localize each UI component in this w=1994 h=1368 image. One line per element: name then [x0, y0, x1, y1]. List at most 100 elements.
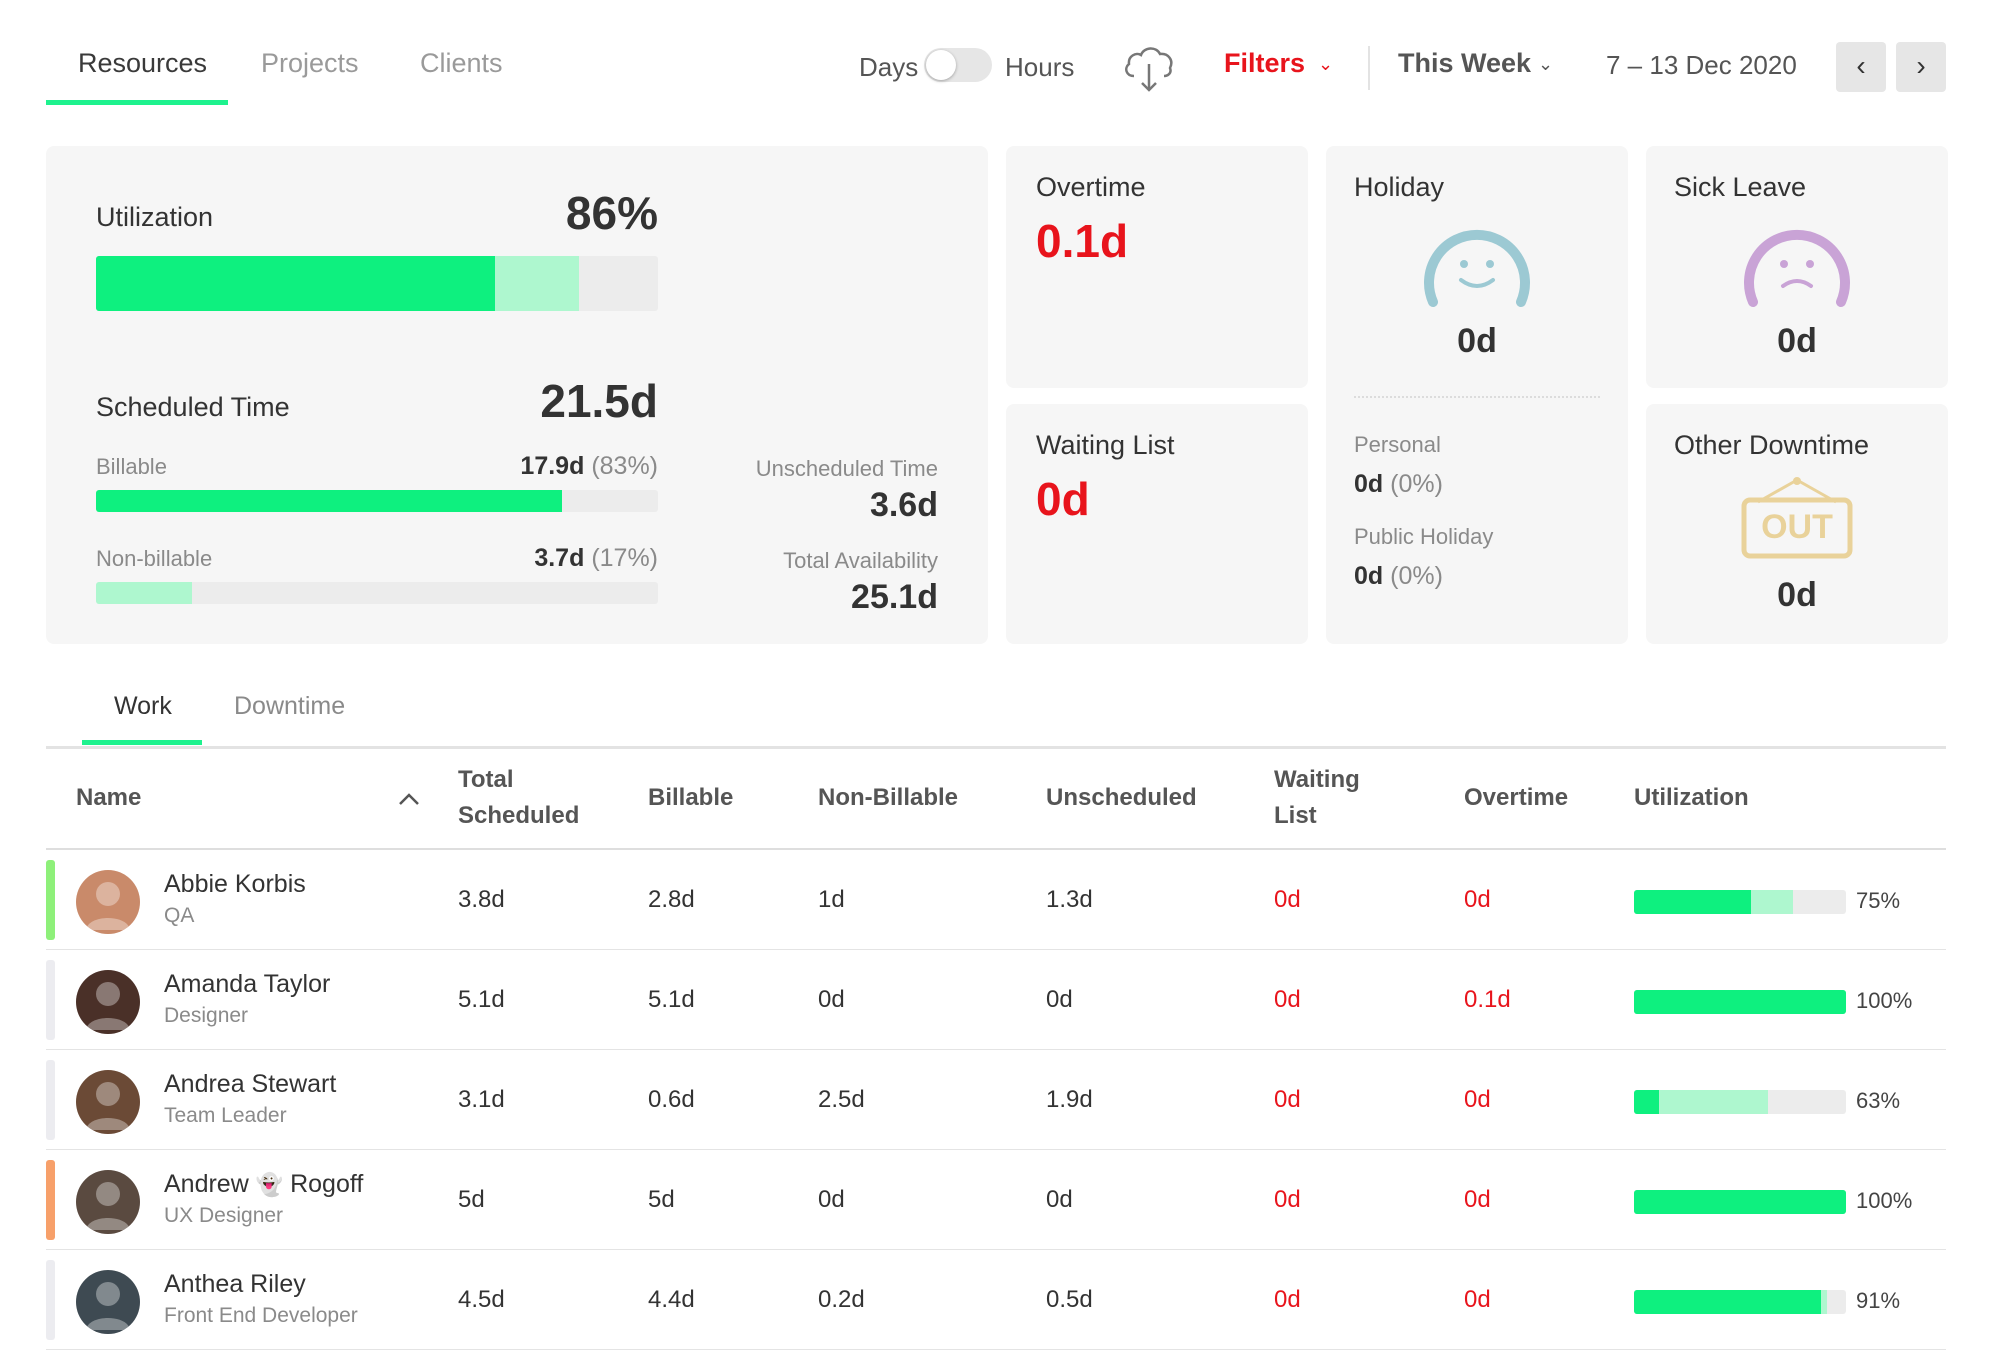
row-status-indicator: [46, 1260, 55, 1340]
col-total-scheduled[interactable]: Total Scheduled: [458, 766, 580, 829]
cell-billable: 5d: [648, 1186, 675, 1213]
person-role: QA: [164, 904, 195, 927]
header-divider: [46, 848, 1946, 850]
row-utilization-billable-fill: [1634, 1190, 1846, 1214]
col-overtime[interactable]: Overtime: [1464, 784, 1569, 811]
public-holiday-value: 0d (0%): [1354, 562, 1443, 590]
row-utilization-value: 91%: [1856, 1288, 1901, 1313]
cell-waiting-list: 0d: [1274, 886, 1301, 913]
avatar[interactable]: [76, 1170, 140, 1234]
col-non-billable[interactable]: Non-Billable: [818, 784, 959, 811]
cell-billable: 5.1d: [648, 986, 695, 1013]
personal-value: 0d (0%): [1354, 470, 1443, 498]
utilization-value: 86%: [565, 187, 658, 239]
personal-label: Personal: [1354, 432, 1441, 457]
person-name[interactable]: Abbie Korbis: [164, 870, 306, 898]
row-utilization-value: 100%: [1856, 988, 1913, 1013]
col-name[interactable]: Name: [76, 784, 142, 811]
person-icon: [86, 1282, 130, 1330]
table-top-border: [46, 746, 1946, 749]
person-role: UX Designer: [164, 1204, 284, 1227]
person-name[interactable]: Amanda Taylor: [164, 970, 331, 998]
col-waiting-list[interactable]: Waiting List: [1274, 766, 1360, 829]
cell-overtime: 0.1d: [1464, 986, 1511, 1013]
cell-overtime: 0d: [1464, 1086, 1491, 1113]
holiday-label: Holiday: [1354, 172, 1445, 202]
subtab-work[interactable]: Work: [114, 692, 172, 720]
tab-resources[interactable]: Resources: [78, 48, 208, 78]
cell-unscheduled: 0d: [1046, 986, 1073, 1013]
table-row[interactable]: Amanda Taylor Designer 5.1d 5.1d 0d 0d 0…: [46, 950, 1946, 1050]
cell-total-scheduled: 3.1d: [458, 1086, 505, 1113]
subtab-downtime[interactable]: Downtime: [234, 692, 346, 720]
person-icon: [86, 1182, 130, 1230]
row-status-indicator: [46, 960, 55, 1040]
utilization-billable-fill: [96, 256, 496, 311]
cell-total-scheduled: 3.8d: [458, 886, 505, 913]
nonbillable-label: Non-billable: [96, 546, 213, 571]
cell-total-scheduled: 4.5d: [458, 1286, 505, 1313]
happy-face-icon: [1424, 229, 1530, 307]
availability-value: 25.1d: [851, 578, 938, 616]
billable-label: Billable: [96, 454, 167, 479]
col-billable[interactable]: Billable: [648, 784, 734, 811]
nonbillable-bar: [96, 582, 658, 604]
out-sign-text: OUT: [1761, 508, 1833, 546]
person-name[interactable]: Andrea Stewart: [164, 1070, 337, 1098]
waiting-list-card: Waiting List 0d: [1006, 404, 1308, 644]
toggle-knob: [926, 50, 956, 80]
row-utilization-bar: [1634, 1090, 1846, 1114]
col-unscheduled[interactable]: Unscheduled: [1046, 784, 1197, 811]
tab-clients[interactable]: Clients: [420, 48, 503, 78]
chevron-down-icon[interactable]: ⌄: [1318, 54, 1334, 74]
active-tab-underline: [46, 100, 228, 105]
person-name[interactable]: Andrew 👻 Rogoff: [164, 1170, 364, 1198]
cell-unscheduled: 0d: [1046, 1186, 1073, 1213]
cell-billable: 0.6d: [648, 1086, 695, 1113]
public-holiday-label: Public Holiday: [1354, 524, 1494, 549]
table-row[interactable]: Abbie Korbis QA 3.8d 2.8d 1d 1.3d 0d 0d …: [46, 850, 1946, 950]
person-icon: [86, 982, 130, 1030]
cell-waiting-list: 0d: [1274, 1286, 1301, 1313]
sort-ascending-icon[interactable]: [398, 792, 420, 806]
table-row[interactable]: Anthea Riley Front End Developer 4.5d 4.…: [46, 1250, 1946, 1350]
chevron-left-icon[interactable]: ‹: [1836, 42, 1886, 92]
avatar[interactable]: [76, 1070, 140, 1134]
person-role: Designer: [164, 1004, 249, 1027]
divider: [1368, 46, 1370, 90]
row-utilization-value: 100%: [1856, 1188, 1913, 1213]
avatar[interactable]: [76, 1270, 140, 1334]
person-icon: [86, 882, 130, 930]
row-utilization-bar: [1634, 1290, 1846, 1314]
row-utilization-value: 75%: [1856, 888, 1901, 913]
sick-leave-value: 0d: [1777, 322, 1817, 360]
row-utilization-bar: [1634, 1190, 1846, 1214]
filters-button[interactable]: Filters: [1224, 48, 1306, 78]
ghost-emoji-icon: 👻: [255, 1172, 284, 1197]
tab-projects[interactable]: Projects: [261, 48, 359, 78]
sick-leave-card: Sick Leave 0d: [1646, 146, 1948, 388]
utilization-label: Utilization: [96, 202, 214, 232]
table-row[interactable]: Andrea Stewart Team Leader 3.1d 0.6d 2.5…: [46, 1050, 1946, 1150]
cell-total-scheduled: 5d: [458, 1186, 485, 1213]
nonbillable-value: 3.7d (17%): [534, 544, 658, 572]
row-utilization-bar: [1634, 890, 1846, 914]
cell-non-billable: 2.5d: [818, 1086, 865, 1113]
utilization-bar: [96, 256, 658, 311]
cell-non-billable: 0d: [818, 1186, 845, 1213]
chevron-right-icon[interactable]: ›: [1896, 42, 1946, 92]
days-hours-toggle[interactable]: [924, 48, 992, 82]
cell-unscheduled: 1.9d: [1046, 1086, 1093, 1113]
period-selector[interactable]: This Week: [1398, 48, 1532, 78]
other-downtime-card: Other Downtime OUT 0d: [1646, 404, 1948, 644]
person-name[interactable]: Anthea Riley: [164, 1270, 306, 1298]
col-utilization[interactable]: Utilization: [1634, 784, 1749, 811]
active-subtab-underline: [82, 740, 202, 745]
chevron-down-icon[interactable]: ⌄: [1538, 54, 1554, 74]
table-row[interactable]: Andrew 👻 Rogoff UX Designer 5d 5d 0d 0d …: [46, 1150, 1946, 1250]
avatar[interactable]: [76, 970, 140, 1034]
cell-unscheduled: 0.5d: [1046, 1286, 1093, 1313]
cloud-download-icon[interactable]: [1122, 40, 1176, 92]
cell-non-billable: 0d: [818, 986, 845, 1013]
avatar[interactable]: [76, 870, 140, 934]
